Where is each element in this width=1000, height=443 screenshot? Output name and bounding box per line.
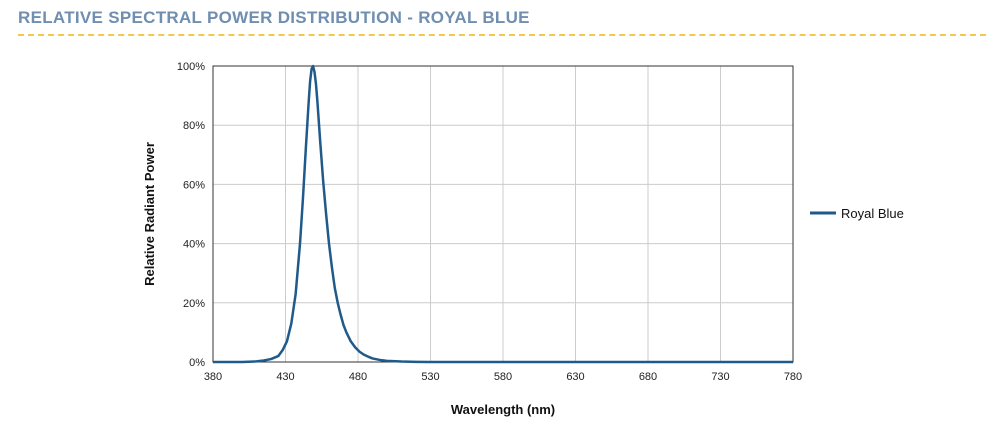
x-tick-label: 430 (276, 371, 294, 383)
x-tick-label: 380 (204, 371, 222, 383)
y-tick-labels: 0% 20% 40% 60% 80% 100% (177, 61, 205, 369)
x-tick-label: 680 (639, 371, 657, 383)
y-tick-label: 80% (183, 120, 205, 132)
x-tick-label: 630 (566, 371, 584, 383)
legend-label-royal-blue: Royal Blue (841, 206, 904, 221)
title-divider (18, 34, 986, 36)
x-axis-label: Wavelength (nm) (451, 402, 555, 417)
x-tick-label: 480 (349, 371, 367, 383)
y-tick-label: 60% (183, 179, 205, 191)
y-tick-label: 40% (183, 239, 205, 251)
x-tick-label: 730 (711, 371, 729, 383)
y-tick-label: 0% (189, 357, 205, 369)
grid-lines (213, 66, 793, 362)
x-tick-label: 580 (494, 371, 512, 383)
x-tick-label: 780 (784, 371, 802, 383)
chart-title: RELATIVE SPECTRAL POWER DISTRIBUTION - R… (18, 8, 530, 27)
y-tick-label: 100% (177, 61, 205, 73)
y-tick-label: 20% (183, 298, 205, 310)
series-line-royal-blue (213, 64, 793, 364)
y-axis-label: Relative Radiant Power (142, 142, 157, 286)
x-tick-labels: 380 430 480 530 580 630 680 730 780 (204, 371, 802, 383)
x-tick-label: 530 (421, 371, 439, 383)
legend: Royal Blue (810, 206, 904, 221)
